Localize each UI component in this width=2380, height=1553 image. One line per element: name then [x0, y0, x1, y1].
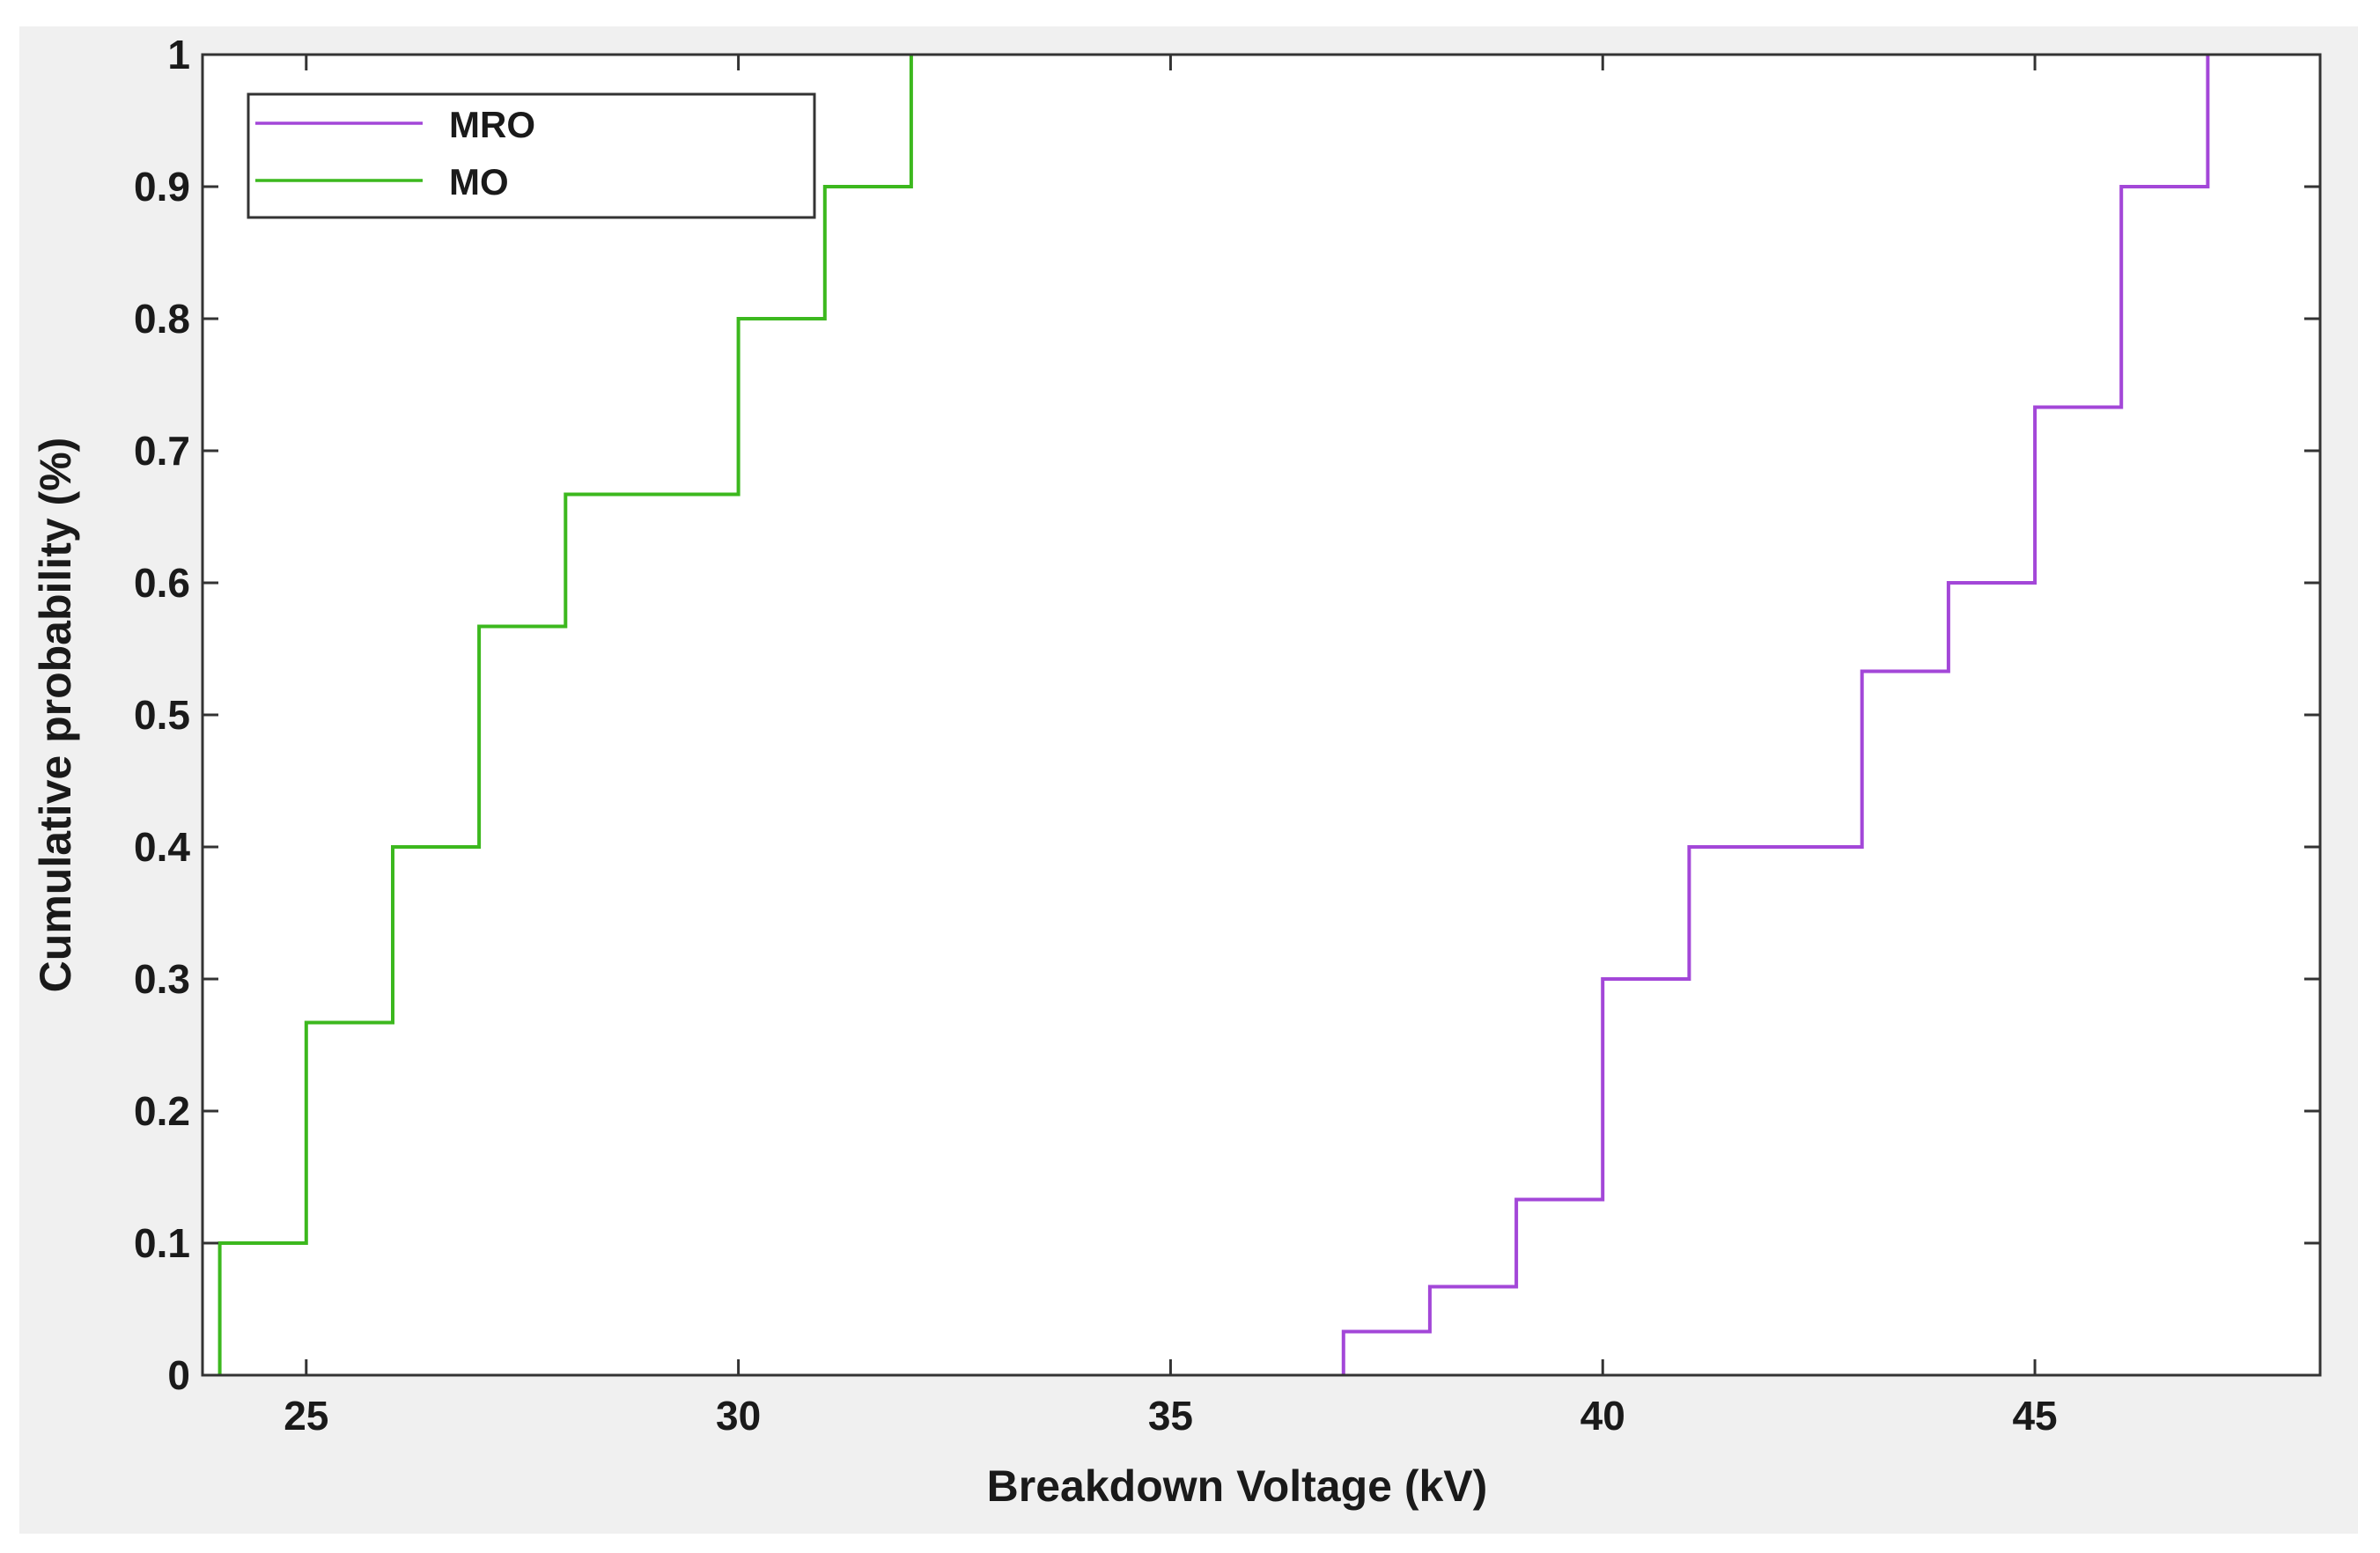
legend-label-mo: MO — [449, 161, 509, 202]
x-tick-label: 30 — [716, 1393, 761, 1439]
tick-labels-layer: 25 30 35 40 45 0 0.1 0.2 0.3 0.4 0.5 0.6 0.7 0.8 0.9 1 — [134, 32, 2058, 1439]
y-tick-label: 0.1 — [134, 1220, 190, 1266]
series-mro-line — [1341, 55, 2210, 1375]
x-tick-label: 25 — [284, 1393, 328, 1439]
legend-label-mro: MRO — [449, 104, 535, 145]
x-axis-label: Breakdown Voltage (kV) — [987, 1461, 1488, 1511]
y-tick-label: 0.4 — [134, 824, 190, 870]
series-layer — [217, 55, 2210, 1375]
y-tick-label: 0 — [167, 1352, 190, 1398]
y-tick-label: 0.3 — [134, 956, 190, 1002]
plot-area — [203, 55, 2320, 1375]
axes-frame — [201, 53, 2322, 1377]
y-tick-label: 0.2 — [134, 1088, 190, 1134]
y-tick-label: 0.9 — [134, 164, 190, 210]
y-tick-label: 1 — [167, 32, 190, 77]
y-tick-label: 0.7 — [134, 428, 190, 474]
series-mo-line — [217, 55, 913, 1375]
legend-box — [247, 92, 816, 219]
y-tick-label: 0.6 — [134, 560, 190, 606]
y-tick-label: 0.5 — [134, 692, 190, 738]
x-tick-label: 45 — [2012, 1393, 2057, 1439]
x-tick-label: 35 — [1148, 1393, 1193, 1439]
y-tick-label: 0.8 — [134, 296, 190, 342]
x-tick-label: 40 — [1581, 1393, 1625, 1439]
legend: MRO MO — [247, 92, 816, 219]
y-axis-label: Cumulative probability (%) — [31, 438, 80, 993]
